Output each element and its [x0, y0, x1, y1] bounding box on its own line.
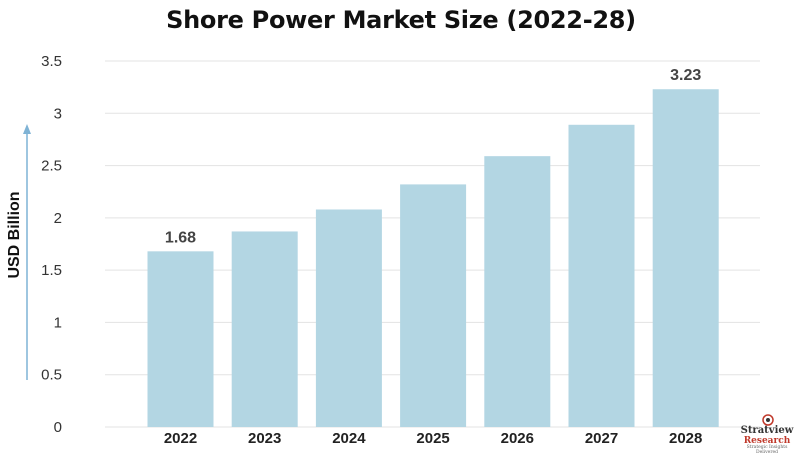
x-tick-label: 2022 [164, 430, 197, 447]
y-tick-label: 2 [54, 210, 62, 227]
x-axis-ticks: 2022 2023 2024 2025 2026 2027 2028 [164, 430, 703, 447]
bar-2026 [484, 156, 551, 427]
x-tick-label: 2025 [416, 430, 449, 447]
y-axis-arrow [23, 124, 31, 380]
y-tick-label: 3.5 [41, 53, 62, 70]
stratview-logo: Stratview Research Strategic Insights De… [736, 414, 798, 455]
x-tick-label: 2024 [332, 430, 366, 447]
chart-title: Shore Power Market Size (2022-28) [166, 6, 636, 34]
bar-2024 [315, 209, 382, 427]
bar-2025 [400, 184, 467, 427]
data-labels: 1.68 3.23 [165, 67, 701, 246]
y-tick-label: 1 [54, 314, 62, 331]
x-tick-label: 2028 [669, 430, 702, 447]
bar-2028 [652, 89, 719, 427]
logo-tagline: Strategic Insights Delivered [746, 444, 788, 455]
y-tick-label: 0.5 [41, 367, 62, 384]
bar-2023 [231, 231, 298, 427]
x-tick-label: 2027 [585, 430, 618, 447]
y-axis-label: USD Billion [6, 191, 23, 278]
bars [147, 89, 719, 427]
x-tick-label: 2026 [501, 430, 534, 447]
y-tick-label: 3 [54, 105, 62, 122]
data-label: 3.23 [670, 67, 701, 84]
y-tick-label: 0 [54, 419, 62, 436]
target-logo-icon [762, 414, 774, 426]
bar-2022 [147, 251, 214, 427]
y-tick-label: 1.5 [41, 262, 62, 279]
bar-2027 [568, 124, 635, 427]
y-tick-label: 2.5 [41, 158, 62, 175]
logo-brand-top: Stratview [740, 425, 794, 436]
data-label: 1.68 [165, 229, 196, 246]
y-axis-ticks: 0 0.5 1 1.5 2 2.5 3 3.5 [41, 53, 62, 436]
logo-brand-bottom: Research [743, 435, 791, 446]
x-tick-label: 2023 [248, 430, 281, 447]
